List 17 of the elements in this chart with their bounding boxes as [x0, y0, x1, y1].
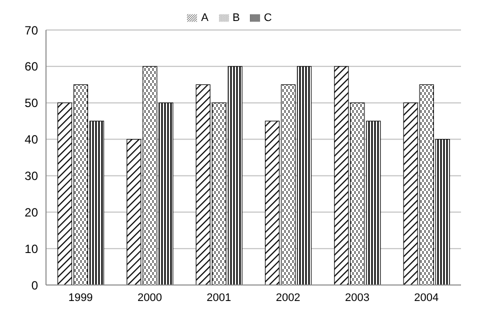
x-tick-label: 2002 [276, 292, 300, 304]
y-tick-label: 30 [24, 168, 38, 183]
y-tick-label: 60 [24, 60, 38, 74]
x-tick-label: 2000 [138, 292, 162, 304]
legend-label: B [232, 12, 240, 24]
y-tick-label: 20 [24, 205, 38, 220]
x-tick-label: 1999 [68, 292, 93, 304]
legend-label: C [264, 12, 272, 24]
x-tick-label: 2001 [206, 292, 232, 304]
y-tick-label: 40 [24, 132, 38, 147]
x-tick-label: 2004 [414, 292, 439, 304]
y-tick-label: 10 [24, 242, 38, 256]
y-tick-label: 0 [31, 278, 38, 292]
x-tick-label: 2003 [345, 292, 370, 304]
legend-label: A [201, 12, 209, 24]
y-tick-label: 50 [24, 96, 38, 110]
y-tick-label: 70 [24, 23, 38, 38]
